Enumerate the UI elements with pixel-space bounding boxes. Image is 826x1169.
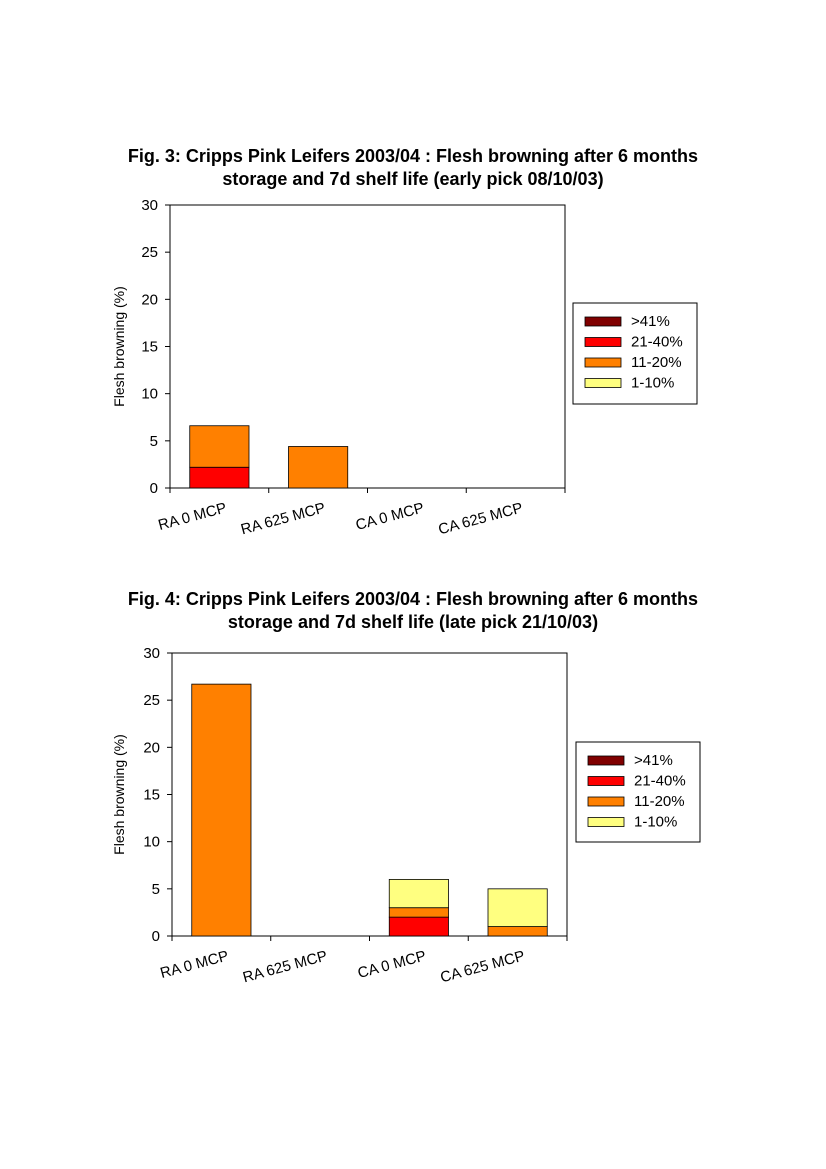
bar-segment — [189, 466, 250, 489]
legend-swatch — [584, 378, 622, 388]
x-category-label: CA 0 MCP — [356, 947, 428, 982]
y-axis-label: Flesh browning (%) — [111, 734, 127, 855]
figure-4-title-line-2: storage and 7d shelf life (late pick 21/… — [227, 612, 599, 632]
y-tick-label: 15 — [141, 339, 158, 356]
legend-swatch — [584, 337, 622, 347]
y-tick-label: 5 — [150, 433, 158, 450]
bar-segment — [487, 888, 548, 927]
y-tick-label: 15 — [143, 787, 160, 804]
y-tick-label: 30 — [141, 197, 158, 214]
legend-label: 21-40% — [631, 334, 683, 351]
y-tick-label: 10 — [143, 834, 160, 851]
x-category-label: CA 625 MCP — [436, 499, 524, 538]
legend-label: >41% — [631, 313, 670, 330]
y-tick-label: 20 — [141, 291, 158, 308]
y-tick-label: 25 — [143, 692, 160, 709]
x-category-label: CA 0 MCP — [354, 499, 426, 534]
x-category-label: RA 625 MCP — [241, 947, 329, 986]
y-tick-label: 5 — [152, 881, 160, 898]
y-tick-label: 10 — [141, 386, 158, 403]
bar-segment — [189, 425, 250, 468]
x-category-label: RA 625 MCP — [239, 499, 327, 538]
bar-segment — [288, 446, 349, 489]
legend-label: >41% — [634, 752, 673, 769]
figure-3-title-line-1: Fig. 3: Cripps Pink Leifers 2003/04 : Fl… — [127, 146, 699, 166]
legend-swatch — [587, 755, 625, 766]
bar-segment — [487, 926, 548, 937]
y-axis-label: Flesh browning (%) — [111, 286, 127, 407]
figure-3-title-line-2: storage and 7d shelf life (early pick 08… — [222, 169, 604, 189]
x-category-label: RA 0 MCP — [158, 947, 230, 982]
legend-swatch — [587, 796, 625, 807]
figure-4-title-line-1: Fig. 4: Cripps Pink Leifers 2003/04 : Fl… — [127, 589, 699, 609]
legend-label: 21-40% — [634, 773, 686, 790]
legend-label: 11-20% — [631, 354, 682, 371]
x-category-label: RA 0 MCP — [156, 499, 228, 534]
figure-3-title: Fig. 3: Cripps Pink Leifers 2003/04 : Fl… — [0, 145, 826, 191]
legend-swatch — [584, 357, 622, 368]
legend-label: 11-20% — [634, 793, 685, 810]
figure-4-chart: 0 5 10 15 20 25 30 Flesh browning (%) RA 0 MCP RA… — [111, 645, 701, 986]
y-tick-label: 0 — [152, 928, 160, 945]
y-tick-label: 25 — [141, 244, 158, 261]
bar-segment — [388, 878, 449, 909]
figure-4-title: Fig. 4: Cripps Pink Leifers 2003/04 : Fl… — [0, 588, 826, 634]
bar-segment — [191, 683, 252, 937]
figure-3-chart: 0 5 10 15 20 25 30 Flesh browning (%) RA 0 MCP RA… — [111, 197, 698, 538]
legend-label: 1-10% — [634, 814, 677, 831]
legend-swatch — [584, 316, 622, 327]
y-tick-label: 30 — [143, 645, 160, 662]
y-tick-label: 0 — [150, 480, 158, 497]
y-tick-label: 20 — [143, 739, 160, 756]
legend-swatch — [587, 776, 625, 786]
x-category-label: CA 625 MCP — [438, 947, 526, 986]
bar-segment — [388, 907, 449, 918]
bar-segment — [388, 916, 449, 937]
legend-label: 1-10% — [631, 375, 674, 392]
legend-swatch — [587, 817, 625, 827]
